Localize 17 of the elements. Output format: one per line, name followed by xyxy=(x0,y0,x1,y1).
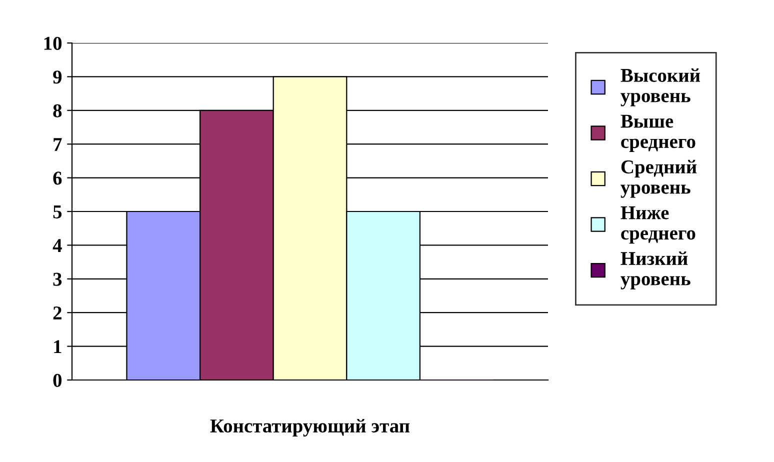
y-tick-label: 1 xyxy=(54,340,62,354)
y-tick-label: 0 xyxy=(53,374,62,387)
legend-label: Высокий уровень xyxy=(620,68,700,106)
y-tick-label: 9 xyxy=(53,70,62,84)
y-tick-label: 10 xyxy=(44,36,62,50)
y-tick-label: 3 xyxy=(53,272,62,286)
y-tick-label: 4 xyxy=(52,239,62,252)
legend-label: Средний уровень xyxy=(620,160,697,198)
x-tick-label: Констатирующий этап xyxy=(210,418,410,437)
legend-label: Ниже среднего xyxy=(620,206,696,244)
legend-label: Выше среднего xyxy=(620,114,696,152)
y-tick-label: 6 xyxy=(53,172,62,185)
legend-label: Низкий уровень xyxy=(620,251,690,290)
y-tick-label: 7 xyxy=(54,138,62,151)
y-tick-label: 2 xyxy=(53,306,62,320)
y-tick-label: 8 xyxy=(53,104,62,118)
y-tick-label: 5 xyxy=(53,206,62,218)
